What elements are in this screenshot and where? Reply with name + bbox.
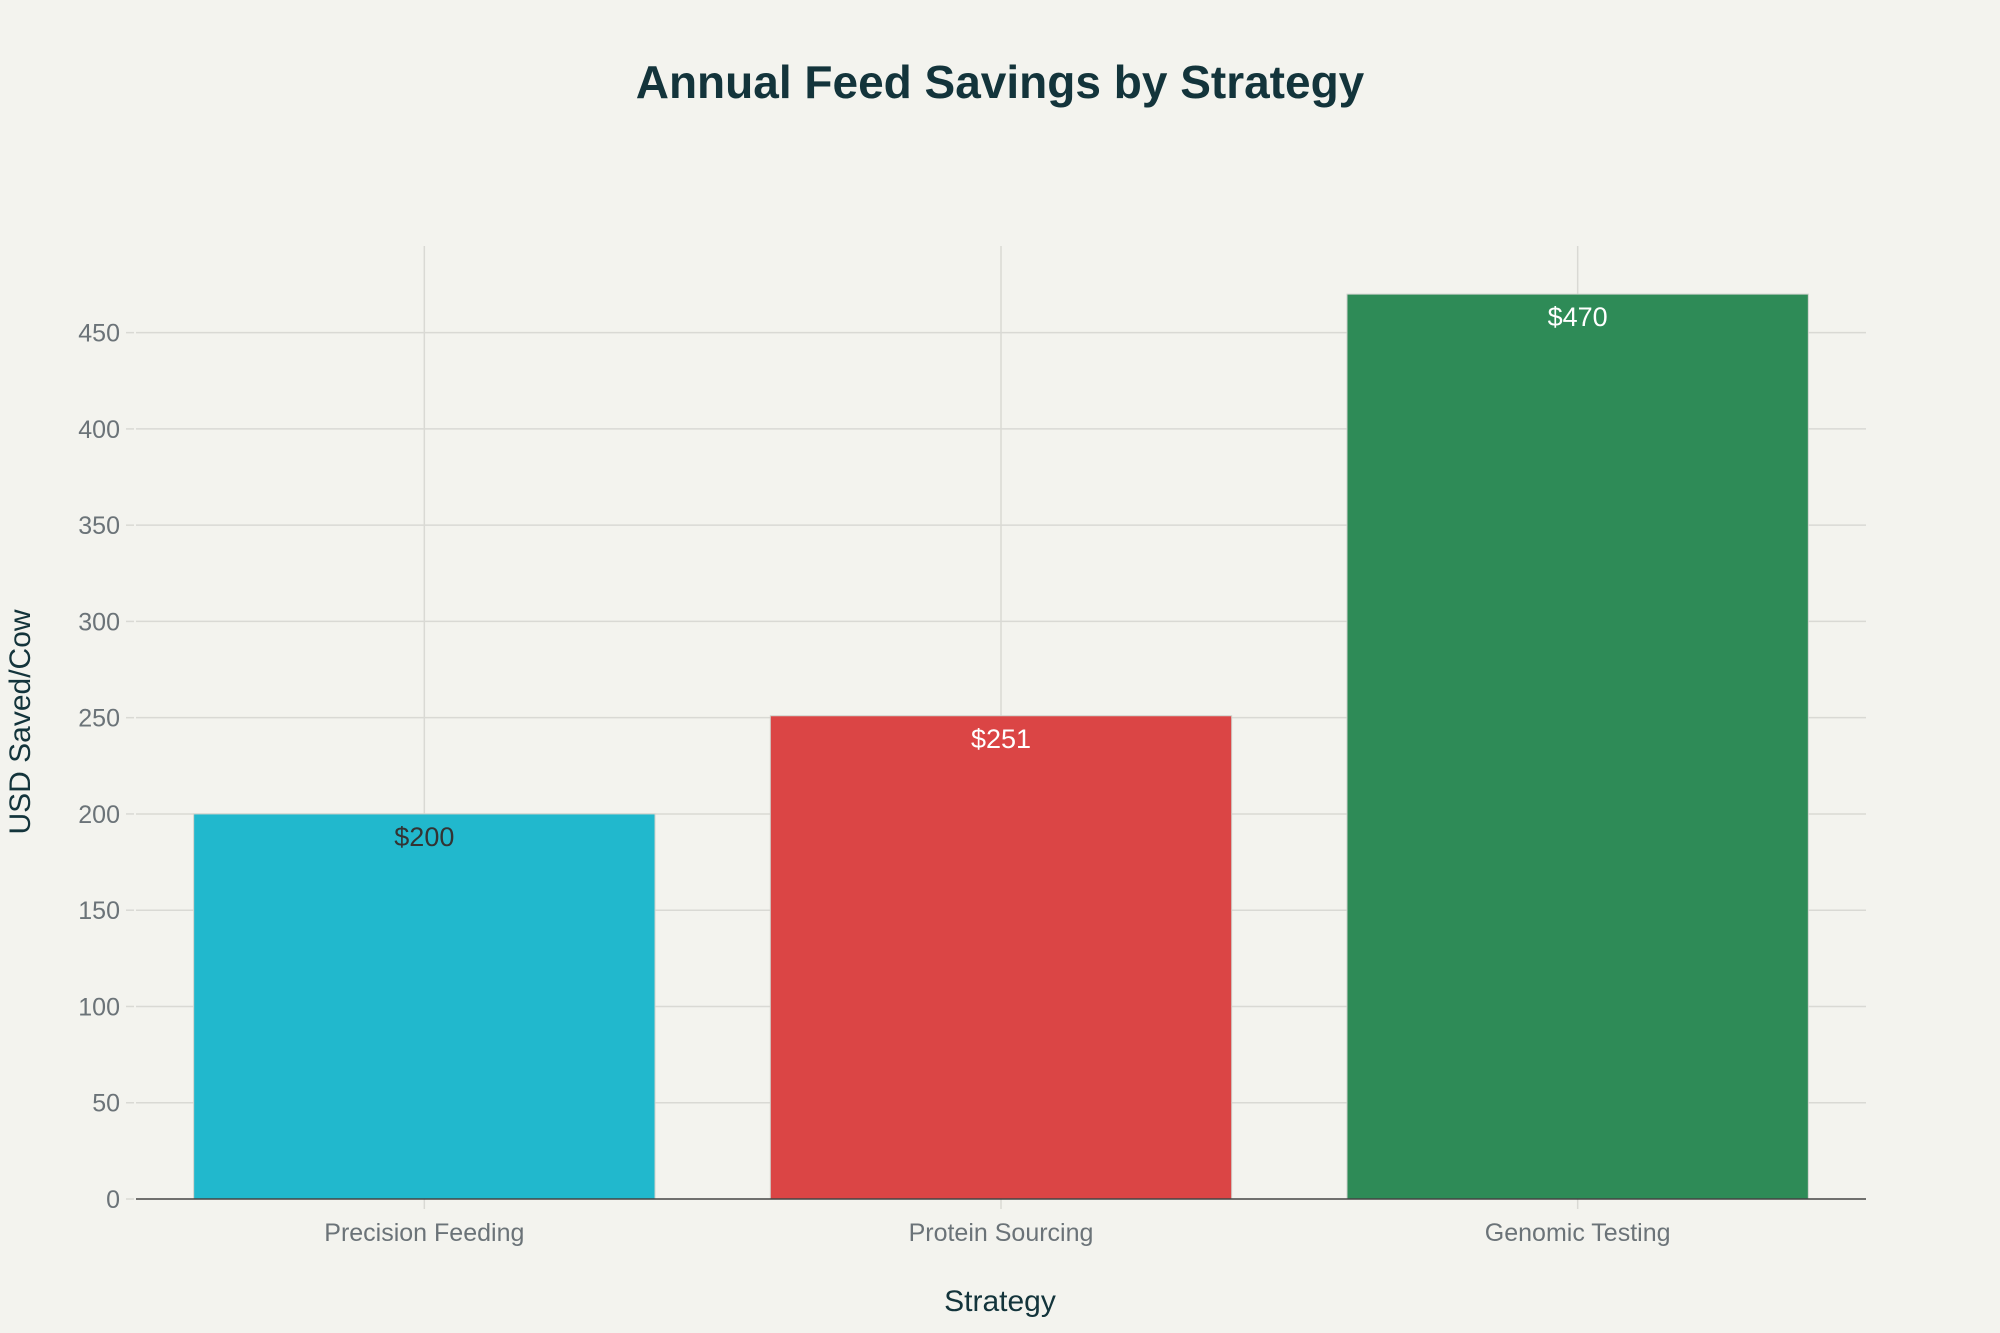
y-tick-label: 400 bbox=[78, 416, 120, 444]
y-axis-ticks: 0 50 100 150 200 250 300 350 400 450 bbox=[78, 320, 134, 1214]
y-tick-label: 150 bbox=[78, 897, 120, 925]
data-label: $251 bbox=[971, 724, 1031, 754]
y-tick-label: 300 bbox=[78, 608, 120, 636]
y-tick-label: 0 bbox=[106, 1186, 120, 1214]
y-tick-label: 100 bbox=[78, 993, 120, 1021]
y-tick-label: 200 bbox=[78, 801, 120, 829]
x-axis-title: Strategy bbox=[944, 1285, 1056, 1318]
bar-protein-sourcing bbox=[769, 715, 1233, 1200]
bars: $200 $251 $470 bbox=[193, 293, 1809, 1200]
chart-title: Annual Feed Savings by Strategy bbox=[636, 56, 1365, 108]
y-tick-label: 350 bbox=[78, 512, 120, 540]
y-tick-label: 50 bbox=[92, 1090, 120, 1118]
y-tick-label: 250 bbox=[78, 705, 120, 733]
x-tick-label: Genomic Testing bbox=[1485, 1219, 1671, 1247]
x-tick-label: Precision Feeding bbox=[324, 1219, 524, 1247]
bar-genomic-testing bbox=[1346, 293, 1809, 1200]
x-axis-ticks: Precision Feeding Protein Sourcing Genomic… bbox=[324, 1199, 1671, 1247]
bar-precision-feeding bbox=[193, 813, 656, 1200]
data-label: $200 bbox=[394, 822, 454, 852]
data-label: $470 bbox=[1548, 302, 1608, 332]
y-axis-title: USD Saved/Cow bbox=[4, 609, 37, 834]
y-tick-label: 450 bbox=[78, 320, 120, 348]
x-tick-label: Protein Sourcing bbox=[909, 1219, 1094, 1247]
